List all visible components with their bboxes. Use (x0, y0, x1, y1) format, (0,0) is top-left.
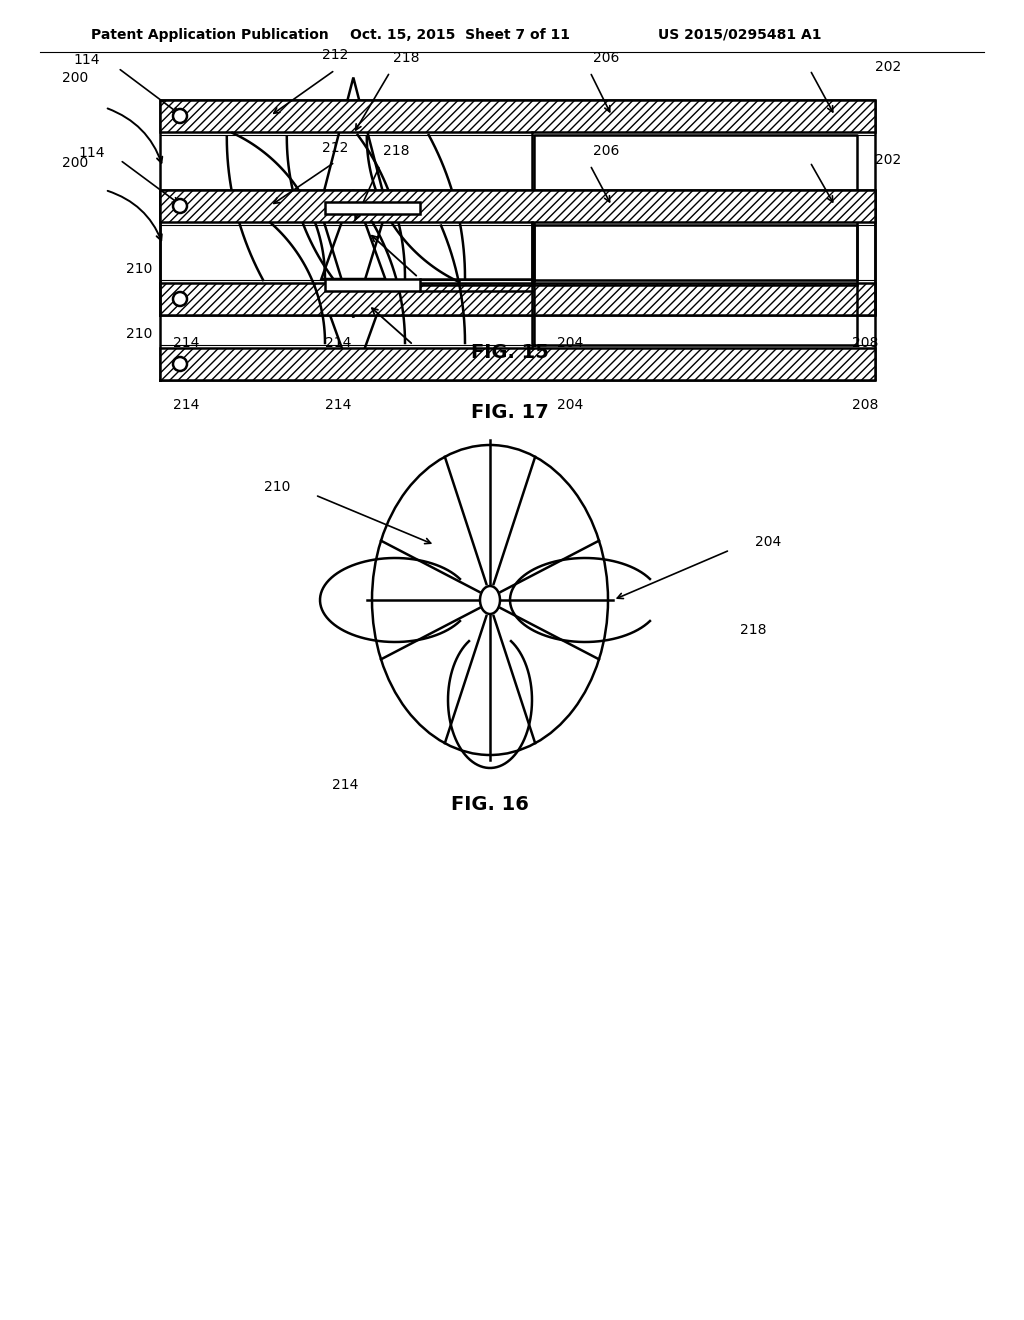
Text: 214: 214 (332, 777, 358, 792)
Text: 202: 202 (874, 59, 901, 74)
Bar (325, 279, 420, 290)
Text: 208: 208 (852, 399, 878, 412)
Text: 206: 206 (593, 51, 620, 65)
Text: 210: 210 (263, 480, 290, 494)
Bar (160, 348, 874, 380)
Text: Patent Application Publication: Patent Application Publication (91, 28, 329, 42)
Text: 212: 212 (322, 141, 348, 154)
Bar (160, 190, 874, 222)
Text: 208: 208 (852, 337, 878, 350)
Text: FIG. 16: FIG. 16 (451, 796, 529, 814)
Text: 218: 218 (740, 623, 767, 638)
Text: 214: 214 (325, 337, 351, 350)
Text: 214: 214 (173, 337, 200, 350)
Bar (160, 282, 874, 315)
Text: 114: 114 (79, 147, 105, 160)
Bar (160, 282, 874, 315)
Circle shape (173, 292, 187, 306)
Bar (160, 100, 874, 132)
Text: 212: 212 (322, 48, 348, 62)
Text: 214: 214 (325, 399, 351, 412)
Text: 204: 204 (557, 337, 583, 350)
Text: US 2015/0295481 A1: US 2015/0295481 A1 (658, 28, 821, 42)
Circle shape (173, 199, 187, 213)
Text: 218: 218 (383, 144, 410, 158)
Bar (160, 100, 874, 132)
Bar (160, 190, 874, 222)
Text: 206: 206 (593, 144, 620, 158)
Text: 218: 218 (393, 51, 420, 65)
Circle shape (173, 110, 187, 123)
Text: 214: 214 (173, 399, 200, 412)
Text: 210: 210 (126, 327, 152, 341)
Text: Oct. 15, 2015  Sheet 7 of 11: Oct. 15, 2015 Sheet 7 of 11 (350, 28, 570, 42)
Text: 204: 204 (755, 535, 781, 549)
Circle shape (173, 356, 187, 371)
Ellipse shape (480, 586, 500, 614)
Text: 210: 210 (126, 261, 152, 276)
Text: 204: 204 (557, 399, 583, 412)
Bar (160, 348, 874, 380)
Text: 202: 202 (874, 153, 901, 168)
Text: 200: 200 (61, 70, 88, 84)
Text: FIG. 15: FIG. 15 (471, 343, 549, 363)
Text: 200: 200 (61, 156, 88, 170)
Text: FIG. 17: FIG. 17 (471, 403, 549, 421)
Bar (325, 202, 420, 214)
Text: 114: 114 (74, 53, 100, 67)
